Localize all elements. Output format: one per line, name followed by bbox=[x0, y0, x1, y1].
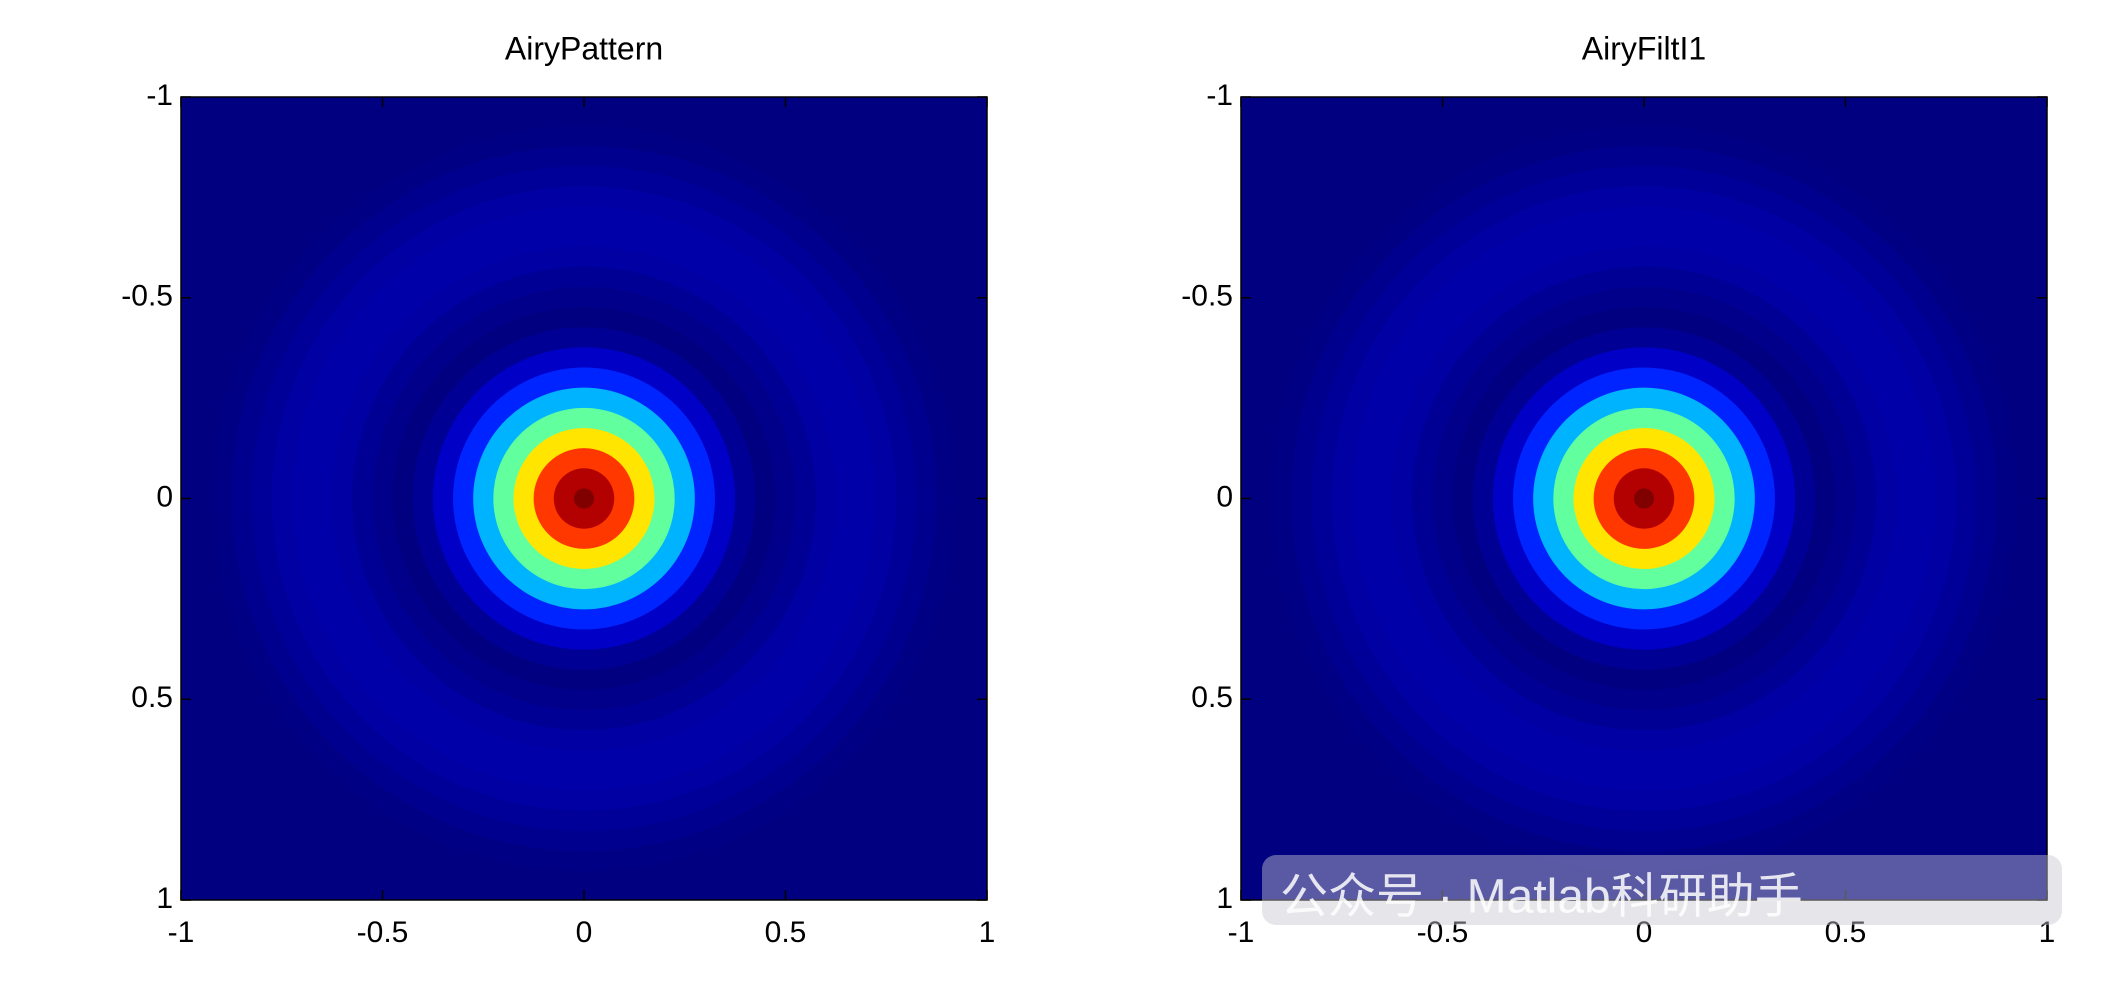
x-tick-label: -1 bbox=[168, 916, 195, 949]
x-tick-label: 0.5 bbox=[765, 916, 807, 949]
y-tick-label: -0.5 bbox=[121, 280, 173, 313]
x-tick-label: -1 bbox=[1228, 916, 1255, 949]
x-tick-label: -0.5 bbox=[1417, 916, 1469, 949]
intensity-ring bbox=[1633, 488, 1655, 509]
x-tick-label: 0 bbox=[576, 916, 593, 949]
y-tick-label: -1 bbox=[1206, 79, 1233, 112]
y-tick-label: -1 bbox=[146, 79, 173, 112]
y-tick-label: 0 bbox=[156, 480, 173, 513]
watermark: 公众号 · Matlab科研助手 bbox=[1280, 871, 1803, 924]
y-tick-label: -0.5 bbox=[1181, 280, 1233, 313]
y-tick-label: 1 bbox=[156, 882, 173, 915]
x-tick-label: 1 bbox=[2039, 916, 2056, 949]
chart-title: AiryFiltI1 bbox=[1582, 30, 1706, 66]
x-tick-label: -0.5 bbox=[357, 916, 409, 949]
x-tick-label: 0 bbox=[1636, 916, 1653, 949]
watermark-box bbox=[1262, 855, 2062, 925]
y-tick-label: 0.5 bbox=[1191, 681, 1233, 714]
x-tick-label: 1 bbox=[979, 916, 996, 949]
y-tick-label: 0 bbox=[1216, 480, 1233, 513]
y-tick-label: 0.5 bbox=[131, 681, 173, 714]
intensity-ring bbox=[573, 488, 595, 509]
chart-title: AiryPattern bbox=[505, 30, 663, 66]
x-tick-label: 0.5 bbox=[1825, 916, 1867, 949]
y-tick-label: 1 bbox=[1216, 882, 1233, 915]
